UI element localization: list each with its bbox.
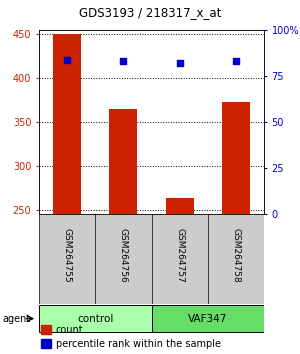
- Text: percentile rank within the sample: percentile rank within the sample: [56, 339, 221, 349]
- Bar: [222, 102, 250, 214]
- Point: [233, 58, 238, 64]
- Text: GSM264757: GSM264757: [175, 228, 184, 282]
- Bar: [53, 34, 81, 214]
- Text: GSM264758: GSM264758: [231, 228, 240, 282]
- Text: count: count: [56, 325, 83, 335]
- Text: GSM264755: GSM264755: [63, 228, 72, 282]
- FancyBboxPatch shape: [39, 214, 264, 304]
- Text: GDS3193 / 218317_x_at: GDS3193 / 218317_x_at: [79, 6, 221, 19]
- FancyBboxPatch shape: [39, 305, 152, 332]
- Point: [177, 61, 182, 66]
- Text: agent: agent: [2, 314, 30, 324]
- Text: control: control: [77, 314, 113, 324]
- Point: [121, 58, 126, 64]
- Bar: [41, 325, 51, 334]
- Bar: [109, 109, 137, 214]
- Bar: [41, 339, 51, 348]
- FancyBboxPatch shape: [152, 305, 264, 332]
- Text: GSM264756: GSM264756: [119, 228, 128, 282]
- Bar: [166, 198, 194, 214]
- Point: [65, 57, 70, 62]
- Text: VAF347: VAF347: [188, 314, 227, 324]
